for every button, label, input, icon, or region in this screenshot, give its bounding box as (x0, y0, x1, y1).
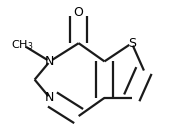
Text: S: S (128, 37, 136, 50)
Text: N: N (45, 91, 54, 104)
Text: O: O (74, 6, 84, 19)
Text: N: N (45, 55, 54, 68)
Text: CH$_3$: CH$_3$ (11, 38, 34, 52)
